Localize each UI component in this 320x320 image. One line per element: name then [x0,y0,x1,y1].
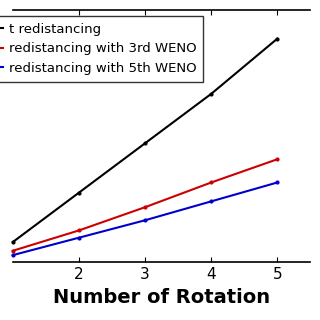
Legend: t redistancing, redistancing with 3rd WENO, redistancing with 5th WENO: t redistancing, redistancing with 3rd WE… [0,16,203,82]
X-axis label: Number of Rotation: Number of Rotation [53,288,270,307]
